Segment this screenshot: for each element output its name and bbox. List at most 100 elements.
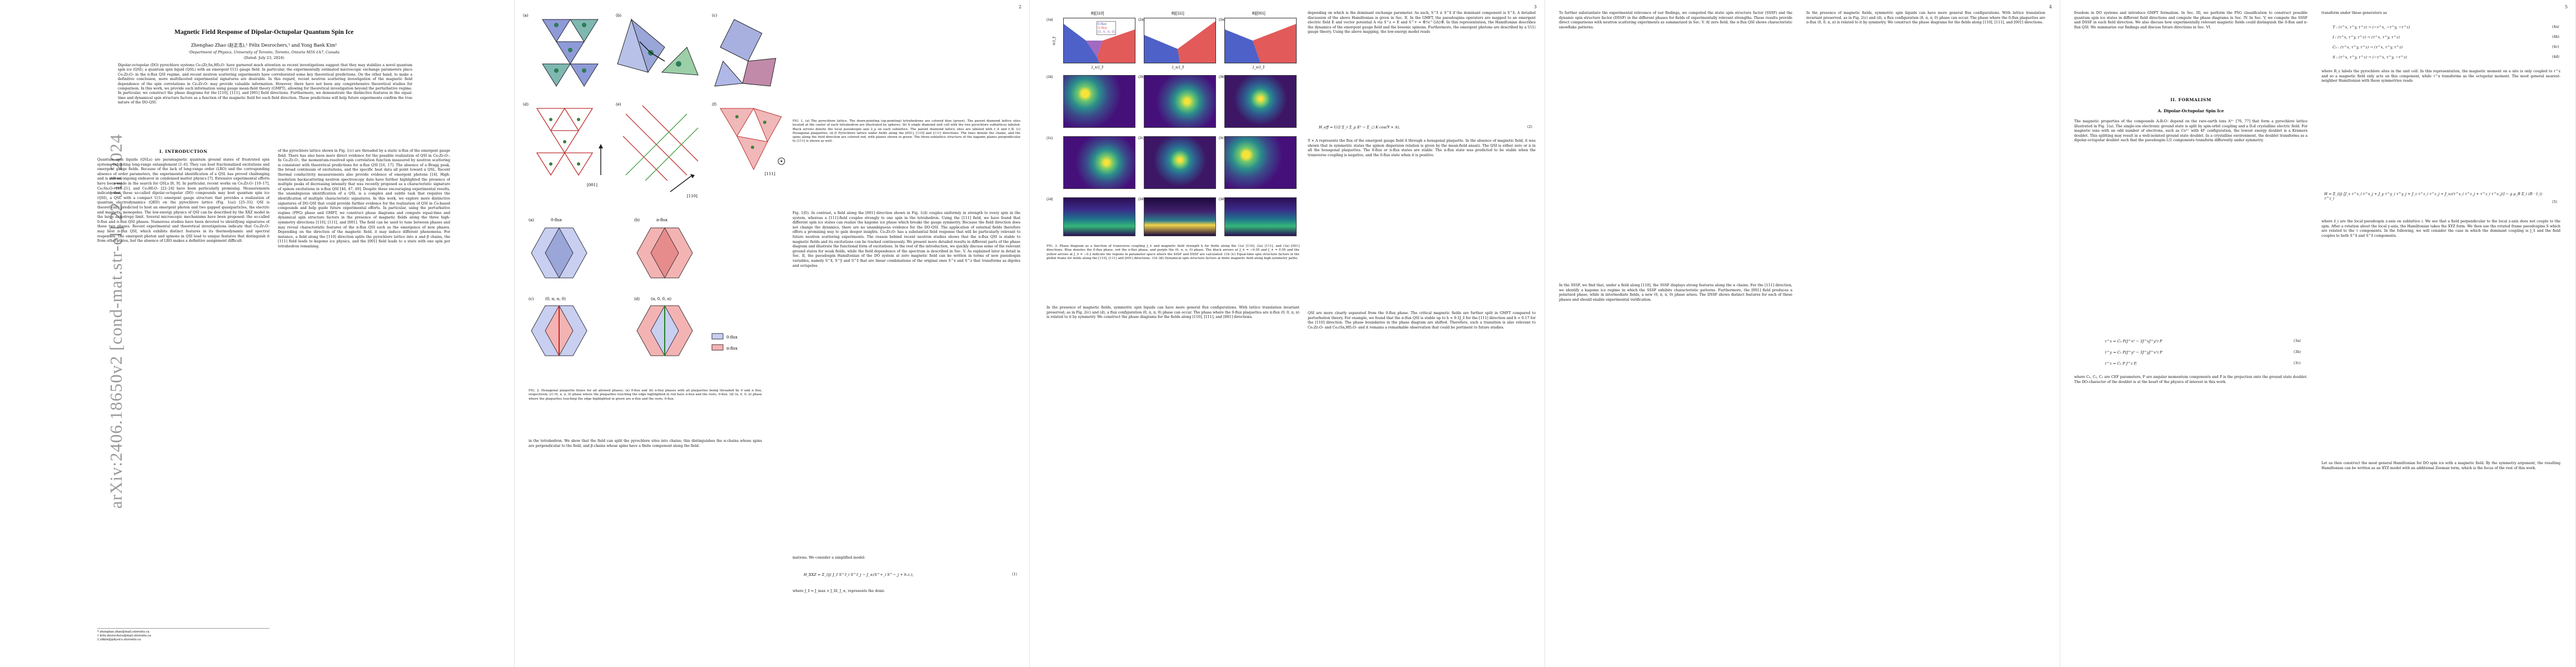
sssf-heatmap — [1063, 136, 1135, 189]
page-2-column-2: Fig. 1(f)). In contrast, a field along t… — [793, 211, 1020, 268]
page-3-column-2-text: depending on which is the dominant excha… — [1308, 11, 1536, 34]
page-5-column-2-d: Let us then construct the most general H… — [2321, 461, 2560, 470]
panel-label: (3b) — [1219, 75, 1225, 79]
equation-number: (4a) — [2552, 25, 2559, 29]
panel-title: 0-flux — [551, 218, 562, 222]
page-number: 5 — [2564, 4, 2568, 9]
column-title: B∥[111] — [1172, 12, 1184, 16]
dssf-spectrum — [1224, 197, 1297, 236]
panel-label: (f) — [712, 102, 716, 107]
legend-entry: 0-flux — [726, 335, 738, 340]
panel-label: (e) — [616, 102, 621, 107]
panel-label: (3d) — [1219, 197, 1225, 201]
panel-label: (3a) — [1219, 18, 1225, 22]
page-5-column-1-b: The magnetic properties of the compounds… — [2074, 120, 2308, 143]
page-3-column-2-text-c: QSI are more clearly separated from the … — [1308, 311, 1536, 330]
panel-label: (d) — [634, 297, 640, 301]
footnotes: * zhenghao.zhao@mail.utoronto.ca † felix… — [97, 628, 270, 641]
panel-label: (2a) — [1138, 18, 1145, 22]
page-number: 4 — [2049, 4, 2052, 9]
paper-title: Magnetic Field Response of Dipolar-Octup… — [174, 29, 354, 36]
direction-label: [110] — [687, 194, 697, 198]
footnote: † felix.desrochers@mail.utoronto.ca — [97, 634, 151, 638]
page-4-column-1: To further substantiate the experimental… — [1559, 11, 1792, 29]
sssf-heatmap — [1144, 136, 1216, 189]
phase-diagram-111 — [1144, 18, 1216, 63]
panel-label: (3c) — [1219, 136, 1225, 140]
panel-label: (c) — [712, 13, 718, 18]
field-001-diagram — [536, 108, 603, 176]
field-110-diagram — [622, 105, 699, 192]
page-number: 2 — [1018, 4, 1022, 9]
page-5-column-1-c: where C₀, C₁, C₂ are CEF parameters, P a… — [2074, 375, 2308, 384]
figure-1-caption: FIG. 1. (a) The pyrochlore lattice. The … — [793, 120, 1020, 143]
equation-3a: τ^x = C₀ P(J^x³ − 3J^xJ^y²) P — [2105, 339, 2163, 344]
sssf-heatmap — [1224, 75, 1297, 128]
page-5: 5 freedom in DO systems and introduce GM… — [2060, 0, 2576, 667]
equation-5: H = Σ_⟨ij⟩ [J_x τ^x_i τ^x_j + J_y τ^y_i … — [2324, 192, 2543, 201]
affiliation: ¹Department of Physics, University of To… — [188, 50, 340, 54]
panel-label: (2d) — [1138, 197, 1145, 201]
panel-label: (2b) — [1138, 75, 1145, 79]
y-axis-label: h/J_z̃ — [1052, 36, 1057, 46]
figure-3-caption: FIG. 3. Phase diagram as a function of t… — [1047, 245, 1299, 260]
equation-number: (2) — [1527, 125, 1532, 129]
dated-line: (Dated: July 23, 2024) — [243, 56, 285, 60]
page-4-column-1-b: In the SSSF, we find that, under a field… — [1559, 283, 1792, 302]
field-111-diagram — [720, 108, 785, 171]
plaquette-panel-a — [531, 227, 587, 279]
equation-number: (3c) — [2294, 361, 2301, 365]
page-3-column-2-text-b: ∇ × A represents the flux of the emergen… — [1308, 139, 1536, 157]
panel-label: (d) — [523, 102, 529, 107]
panel-label: (c) — [529, 297, 534, 301]
page-2: 2 — [515, 0, 1030, 667]
equation-number: (3a) — [2294, 339, 2301, 343]
footnote: * zhenghao.zhao@mail.utoronto.ca — [97, 630, 150, 634]
panel-title: π-flux — [656, 218, 667, 222]
panel-label: (1b) — [1047, 75, 1053, 79]
equation-4d: S : (τ^x, τ^y, τ^z) → (−τ^x, τ^y, −τ^z) — [2333, 55, 2407, 59]
diamond-unit-cell-diagram — [617, 18, 699, 76]
panel-label: (a) — [523, 13, 529, 18]
panel-label: (1a) — [1047, 18, 1053, 22]
equation-number: (4d) — [2552, 55, 2559, 59]
panel-label: (2c) — [1138, 136, 1145, 140]
hexagonal-plaquette-diagram — [714, 19, 776, 87]
panel-label: (b) — [616, 13, 621, 18]
pyrochlore-lattice-diagram — [542, 19, 599, 87]
x-axis-label: J_±/J_z̃ — [1172, 66, 1184, 69]
equation-number: (3b) — [2294, 350, 2301, 354]
section-heading-formalism: II. FORMALISM — [2170, 97, 2211, 102]
direction-label: [001] — [587, 183, 597, 187]
direction-label: [111] — [765, 172, 775, 176]
equation-3c: τ^z = C₂ P J^z P, — [2105, 361, 2137, 366]
legend-entry: (0, π, π, 0) — [1098, 30, 1115, 34]
phase-diagram-110 — [1063, 18, 1135, 63]
page-3: 3 B∥[110] B∥[111] B∥[001] — [1030, 0, 1545, 667]
model-lead: mations. We consider a simplified model: — [793, 556, 866, 560]
equation-number: (4c) — [2552, 45, 2559, 49]
figure-3-legend: 0-flux π-flux (0, π, π, 0) — [1097, 21, 1117, 35]
page-5-column-1: freedom in DO systems and introduce GMFT… — [2074, 11, 2308, 29]
dssf-spectrum — [1144, 197, 1216, 236]
page-4: 4 To further substantiate the experiment… — [1545, 0, 2060, 667]
plaquette-panel-c — [531, 305, 587, 357]
figure-2-legend: 0-flux π-flux — [711, 333, 738, 351]
panel-label: (a) — [529, 218, 534, 222]
after-equation-1: where J_z̃ = J_max > J_z̃z̃, J_±, repres… — [793, 589, 885, 593]
panel-label: (1d) — [1047, 197, 1053, 201]
equation-number: (5) — [2552, 200, 2557, 204]
page-1: arXiv:2406.18650v2 [cond-mat.str-el] 22 … — [0, 0, 515, 667]
column-title: B∥[001] — [1252, 12, 1265, 16]
equation-1: H_XXZ = Σ_⟨ij⟩ J_z̃ S^z̃_i S^z̃_j − J_±(… — [804, 573, 914, 577]
legend-entry: π-flux — [726, 346, 738, 351]
author-list: Zhenghao Zhao (赵正浩),¹ Félix Desrochers,¹… — [191, 43, 337, 48]
panel-label: (1c) — [1047, 136, 1053, 140]
equation-4a: T : (τ^x, τ^y, τ^z) → (−τ^x, −τ^y, −τ^z) — [2333, 25, 2410, 29]
equation-number: (4b) — [2552, 35, 2559, 39]
sssf-heatmap — [1144, 75, 1216, 128]
equation-4b: I : (τ^x, τ^y, τ^z) → (τ^x, τ^y, τ^z) — [2333, 35, 2400, 39]
legend-entry: 0-flux — [1098, 22, 1107, 26]
equation-2: H_eff = U/2 Σ_r Σ_μ E² − Σ_⬡ K cos(∇ × A… — [1319, 125, 1401, 130]
